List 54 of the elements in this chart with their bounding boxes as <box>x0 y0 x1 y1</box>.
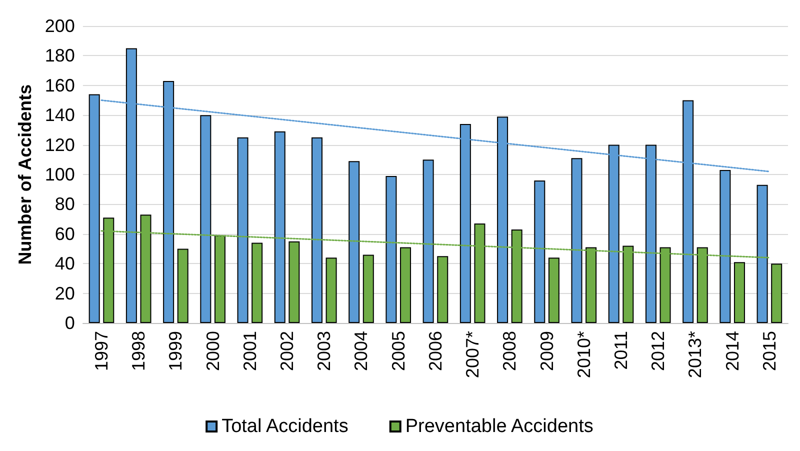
y-tick-label: 120 <box>44 134 75 155</box>
y-tick-label: 40 <box>54 254 75 274</box>
x-tick-label: 2012 <box>648 331 668 372</box>
x-tick-label: 2003 <box>314 331 334 372</box>
bar <box>288 241 300 323</box>
bar <box>200 115 212 323</box>
x-tick-label: 2008 <box>500 331 520 372</box>
bar <box>437 256 448 323</box>
x-tick-label: 2013* <box>685 331 706 378</box>
x-tick-label: 2002 <box>277 331 298 372</box>
x-tick-label: 2004 <box>351 331 372 372</box>
y-axis-title: Number of Accidents <box>15 84 35 265</box>
bar <box>756 184 768 323</box>
x-tick-label: 2015 <box>759 331 780 372</box>
bar <box>720 170 731 323</box>
bar <box>252 242 263 323</box>
x-tick-label: 2005 <box>388 331 408 372</box>
x-tick-label: 1997 <box>91 331 112 372</box>
x-tick-label: 2009 <box>536 331 557 372</box>
legend-label: Total Accidents <box>222 416 348 437</box>
bar <box>422 160 434 323</box>
y-tick-label: 0 <box>64 313 75 333</box>
bar <box>571 158 582 323</box>
y-tick-label: 60 <box>54 224 75 244</box>
bar <box>548 258 560 323</box>
y-tick-label: 20 <box>54 283 75 304</box>
x-tick-label: 1998 <box>128 331 149 372</box>
bar <box>534 180 546 323</box>
x-tick-label: 2014 <box>722 331 742 372</box>
bar <box>734 262 745 323</box>
x-tick-label: 2007* <box>462 331 483 378</box>
bar <box>400 247 412 323</box>
x-tick-label: 2010* <box>574 331 594 378</box>
bar <box>348 161 360 323</box>
bar <box>771 264 782 323</box>
bar <box>362 254 374 323</box>
y-tick-label: 140 <box>44 105 75 126</box>
bar <box>326 258 337 323</box>
x-tick-label: 2011 <box>611 331 632 370</box>
legend-label: Preventable Accidents <box>405 416 594 437</box>
y-tick-label: 100 <box>44 164 75 184</box>
y-tick-label: 80 <box>54 194 75 214</box>
bar <box>177 248 188 323</box>
bar <box>311 137 322 323</box>
bar <box>274 131 286 323</box>
x-tick-label: 2006 <box>425 331 446 372</box>
x-tick-label: 2000 <box>202 331 223 372</box>
x-tick-label: 2001 <box>240 331 260 372</box>
bar <box>386 176 397 323</box>
y-tick-label: 200 <box>44 16 75 36</box>
x-tick-label: 1999 <box>166 331 186 372</box>
y-tick-label: 180 <box>44 46 75 66</box>
bar <box>237 137 248 323</box>
y-tick-label: 160 <box>44 75 75 96</box>
